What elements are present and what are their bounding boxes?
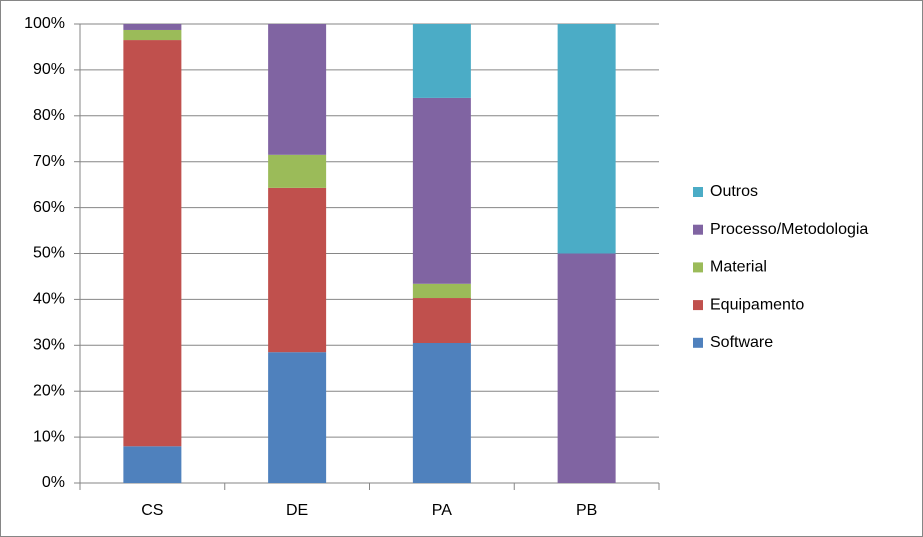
legend-swatch [693,337,703,348]
y-tick-label: 80% [33,107,65,124]
y-tick-label: 60% [33,199,65,216]
legend-label: Equipamento [710,296,804,313]
x-tick-label: PB [576,502,597,519]
bar-segment [412,343,471,483]
bar-segment [412,283,471,299]
y-tick-label: 10% [33,428,65,445]
bar-segment [123,446,182,483]
x-tick-label: DE [286,502,308,519]
bar-segment [557,24,616,254]
x-tick-label: PA [432,502,452,519]
bar-segment [123,40,182,447]
y-tick-label: 30% [33,337,65,354]
legend-label: Outros [710,183,758,200]
legend-swatch [693,262,703,273]
bar-segment [268,352,327,483]
bar-segment [123,24,182,30]
y-tick-label: 50% [33,245,65,262]
bar-segment [412,97,471,284]
y-tick-label: 20% [33,382,65,399]
y-tick-label: 100% [24,15,65,32]
y-tick-label: 40% [33,291,65,308]
bar-segment [268,187,327,353]
legend-label: Processo/Metodologia [710,221,868,238]
bar-segment [123,29,182,41]
legend-swatch [693,224,703,235]
bar-segment [268,154,327,188]
legend-label: Material [710,259,767,276]
y-tick-label: 90% [33,61,65,78]
y-tick-label: 70% [33,153,65,170]
x-tick-label: CS [141,502,163,519]
legend-label: Software [710,334,773,351]
legend-swatch [693,300,703,311]
bar-segment [557,253,616,483]
bar-segment [268,24,327,155]
legend-swatch [693,187,703,197]
y-tick-label: 0% [42,474,65,491]
bar-segment [412,298,471,344]
bar-segment [412,24,471,98]
